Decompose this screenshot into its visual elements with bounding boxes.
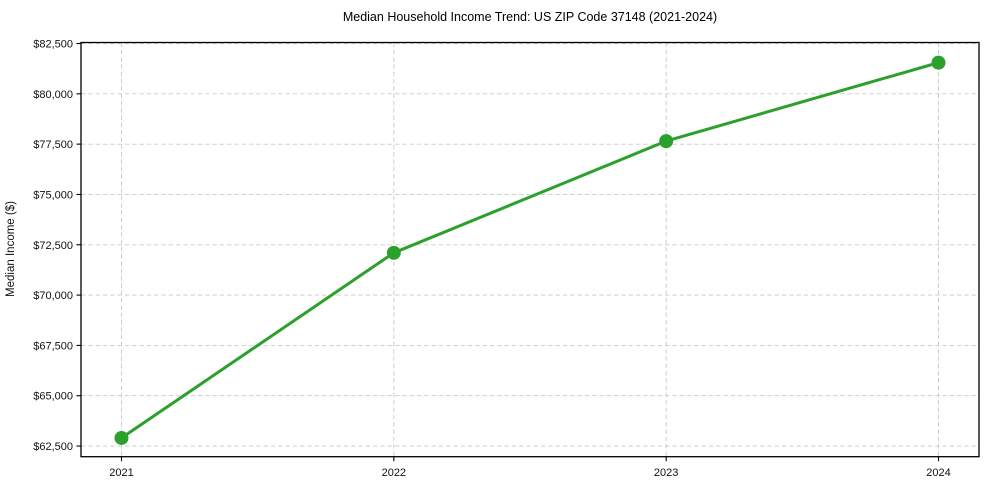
y-tick-label: $62,500 bbox=[33, 441, 73, 453]
x-tick-label: 2024 bbox=[926, 467, 950, 479]
y-tick-label: $77,500 bbox=[33, 139, 73, 151]
series-layer bbox=[114, 55, 946, 445]
y-axis-label: Median Income ($) bbox=[5, 201, 17, 297]
x-tick-label: 2021 bbox=[109, 467, 133, 479]
data-point-marker bbox=[386, 245, 401, 260]
y-tick-label: $67,500 bbox=[33, 340, 73, 352]
y-tick-label: $72,500 bbox=[33, 240, 73, 252]
tick-layer: $62,500 $65,000 $67,500 $70,000 $72,500 $75,0… bbox=[33, 39, 951, 480]
y-tick-label: $80,000 bbox=[33, 89, 73, 101]
plot-border bbox=[80, 41, 980, 458]
data-point-marker bbox=[114, 430, 129, 445]
y-tick-label: $82,500 bbox=[33, 39, 73, 51]
chart-title: Median Household Income Trend: US ZIP Co… bbox=[343, 10, 717, 24]
data-point-marker bbox=[931, 55, 946, 70]
y-tick-label: $75,000 bbox=[33, 189, 73, 201]
x-tick-label: 2022 bbox=[382, 467, 406, 479]
data-point-marker bbox=[659, 134, 674, 149]
y-tick-label: $65,000 bbox=[33, 391, 73, 403]
trend-line bbox=[120, 61, 940, 440]
y-tick-label: $70,000 bbox=[33, 290, 73, 302]
x-tick-label: 2023 bbox=[654, 467, 678, 479]
